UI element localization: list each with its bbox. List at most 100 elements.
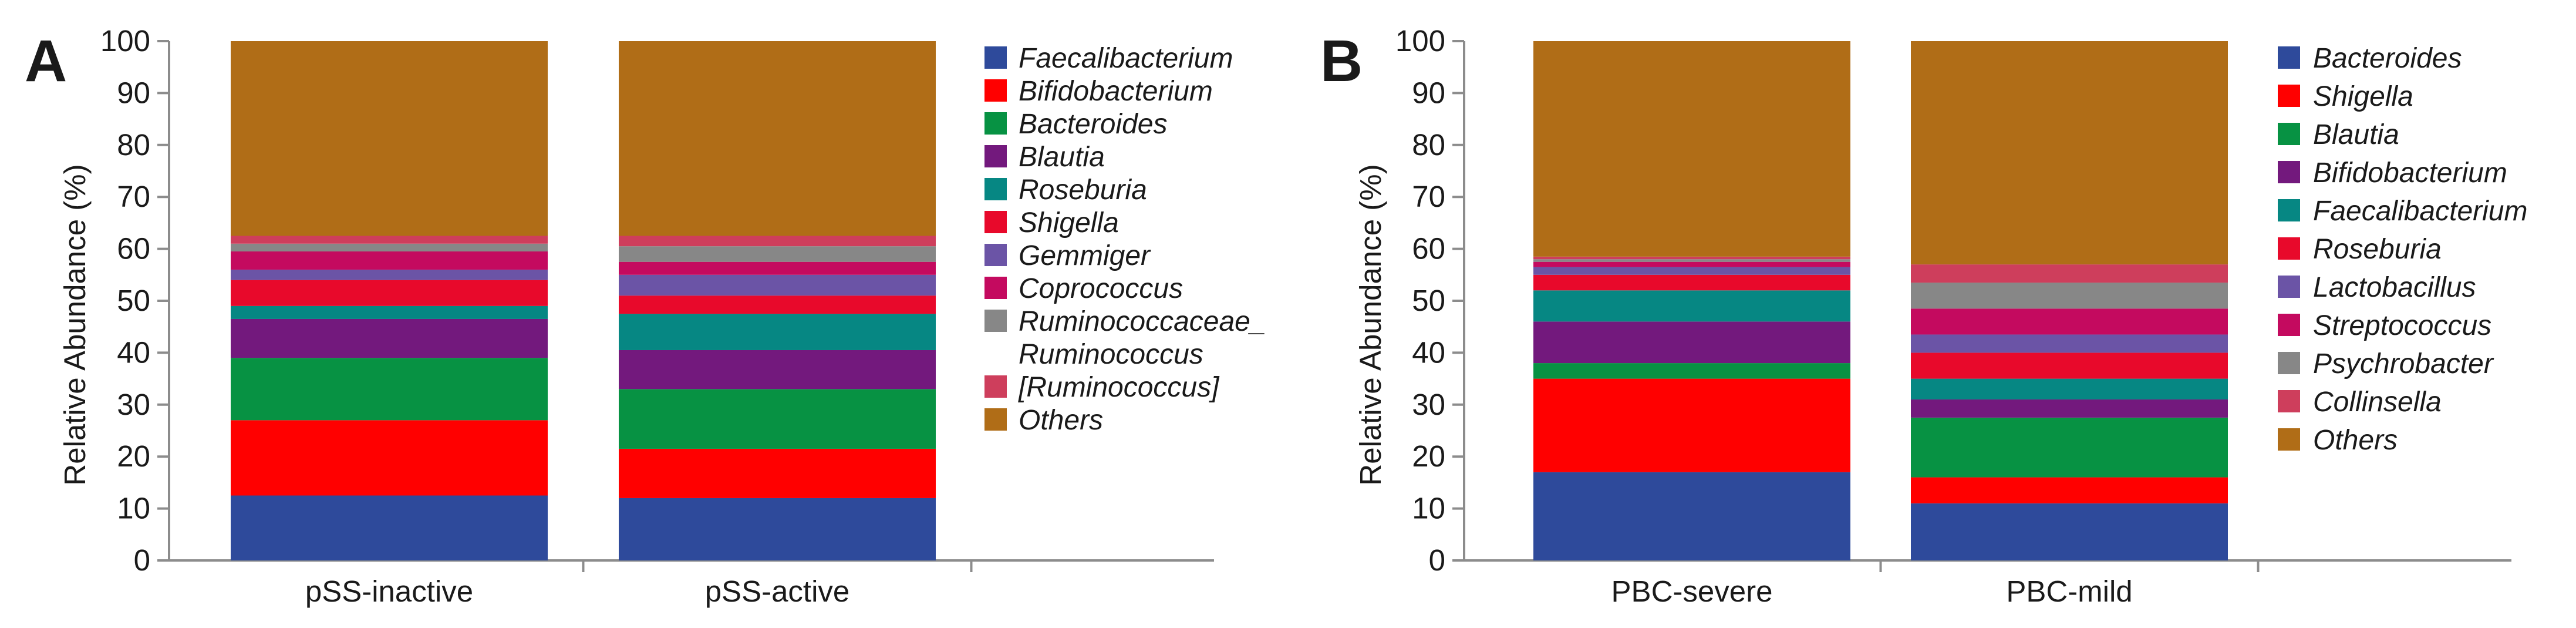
- y-tick-label: 30: [1412, 388, 1445, 421]
- y-tick-label: 20: [117, 439, 150, 473]
- legend-swatch: [2278, 85, 2300, 107]
- legend-swatch: [984, 46, 1007, 69]
- bar-segment-gemmiger: [619, 274, 936, 296]
- category-label: PBC-severe: [1611, 575, 1773, 608]
- legend: Bacteroides Shigella Blautia Bifidobacteriu…: [2278, 43, 2527, 456]
- legend-label: [Ruminococcus]: [1018, 372, 1220, 403]
- legend-label: Shigella: [1019, 207, 1119, 239]
- y-tick-label: 50: [117, 284, 150, 317]
- legend-label: Bacteroides: [1019, 109, 1167, 140]
- legend-swatch: [2278, 352, 2300, 374]
- bar-segment-blautia: [231, 318, 548, 358]
- legend-swatch: [984, 145, 1007, 167]
- legend-label: Shigella: [2313, 81, 2413, 112]
- y-tick-label: 60: [1412, 232, 1445, 266]
- y-tick-label: 50: [1412, 284, 1445, 317]
- panel-a: A Relative Abundance (%) 0 10 20 30 40 50 60 70…: [25, 24, 1266, 608]
- bar-segment-bacteroides: [619, 389, 936, 449]
- category-label: pSS-active: [705, 575, 850, 608]
- y-tick-label: 70: [1412, 180, 1445, 213]
- legend-label: Bifidobacterium: [1019, 76, 1213, 107]
- bar-segment-faecalibacterium: [1911, 378, 2228, 399]
- legend-label: Gemmiger: [1019, 240, 1151, 271]
- category-labels: pSS-inactive pSS-active: [305, 575, 849, 608]
- bar-segment-shigella: [1911, 477, 2228, 503]
- y-tick-label: 70: [117, 180, 150, 213]
- legend-swatch: [2278, 428, 2300, 451]
- bar-segment-collinsella: [1911, 264, 2228, 283]
- panel-letter: B: [1320, 28, 1363, 94]
- legend-swatch: [984, 408, 1007, 431]
- bar-segment-ruminococcaceae: [231, 243, 548, 252]
- legend-label: Bacteroides: [2313, 43, 2462, 74]
- bar-segment-roseburia: [619, 314, 936, 350]
- legend-label: Blautia: [2313, 119, 2399, 150]
- panel-b: B Relative Abundance (%) 0 10 20 30 40 50 60 70…: [1320, 24, 2527, 608]
- bar-segment-lactobacillus: [1533, 267, 1850, 275]
- y-tick-label: 20: [1412, 439, 1445, 473]
- y-tick-label: 40: [1412, 335, 1445, 369]
- y-tick-label: 100: [100, 24, 150, 58]
- bar-segment-psychrobacter: [1533, 259, 1850, 262]
- legend-swatch: [984, 277, 1007, 299]
- legend-label: Lactobacillus: [2313, 272, 2476, 303]
- legend-label: Faecalibacterium: [2313, 196, 2527, 227]
- bar-segment-ruminococcus: [231, 236, 548, 244]
- bars: [231, 41, 936, 560]
- bars: [1533, 41, 2228, 560]
- category-label: PBC-mild: [2006, 575, 2132, 608]
- bar-segment-ruminococcaceae: [619, 246, 936, 262]
- legend-label: Blautia: [1019, 142, 1105, 173]
- bar-segment-shigella: [231, 280, 548, 306]
- legend-swatch: [984, 79, 1007, 102]
- bar-segment-streptococcus: [1911, 308, 2228, 335]
- y-tick-labels: 0 10 20 30 40 50 60 70 80 90 100: [100, 24, 150, 577]
- legend-label: Streptococcus: [2313, 310, 2491, 341]
- legend-swatch: [984, 178, 1007, 200]
- legend-swatch: [984, 112, 1007, 135]
- bar-segment-bifidobacterium: [1533, 321, 1850, 364]
- bar-segment-ruminococcus: [619, 236, 936, 247]
- bar-segment-psychrobacter: [1911, 283, 2228, 309]
- bar-segment-bacteroides: [1533, 472, 1850, 560]
- legend-swatch: [984, 211, 1007, 233]
- legend-swatch: [984, 244, 1007, 266]
- bar-segment-others: [231, 41, 548, 236]
- bar-segment-bifidobacterium: [1911, 399, 2228, 418]
- bar-segment-others: [1533, 41, 1850, 257]
- y-axis-title: Relative Abundance (%): [1354, 164, 1387, 485]
- y-tick-label: 0: [1429, 543, 1445, 577]
- legend-swatch: [2278, 237, 2300, 260]
- category-label: pSS-inactive: [305, 575, 473, 608]
- bar-segment-blautia: [1533, 363, 1850, 379]
- legend-swatch: [2278, 199, 2300, 221]
- legend-swatch: [2278, 46, 2300, 69]
- panel-letter: A: [25, 28, 67, 94]
- bar-segment-roseburia: [1911, 352, 2228, 379]
- legend-label: Roseburia: [1019, 174, 1147, 206]
- bar-segment-lactobacillus: [1911, 334, 2228, 353]
- legend-label: Others: [1019, 405, 1103, 436]
- y-axis-title: Relative Abundance (%): [58, 164, 92, 485]
- legend-swatch: [984, 310, 1007, 332]
- legend-label: Others: [2313, 425, 2398, 456]
- bar-segment-streptococcus: [1533, 261, 1850, 267]
- y-tick-label: 10: [1412, 492, 1445, 525]
- y-tick-label: 90: [117, 76, 150, 109]
- bar-segment-faecalibacterium: [619, 498, 936, 560]
- legend: FaecalibacteriumBifidobacteriumBacteroid…: [984, 43, 1266, 436]
- legend-label: Collinsella: [2313, 387, 2442, 418]
- legend-swatch: [2278, 123, 2300, 145]
- bar-segment-bacteroides: [231, 358, 548, 421]
- y-tick-label: 40: [117, 335, 150, 369]
- y-tick-label: 30: [117, 388, 150, 421]
- legend-label: Ruminococcaceae_: [1019, 306, 1266, 337]
- y-tick-label: 10: [117, 492, 150, 525]
- legend-swatch: [2278, 276, 2300, 298]
- bar-segment-gemmiger: [231, 269, 548, 280]
- bar-segment-faecalibacterium: [1533, 290, 1850, 322]
- bar-segment-bifidobacterium: [231, 420, 548, 496]
- bar-segment-bacteroides: [1911, 503, 2228, 560]
- bar-segment-coprococcus: [619, 261, 936, 275]
